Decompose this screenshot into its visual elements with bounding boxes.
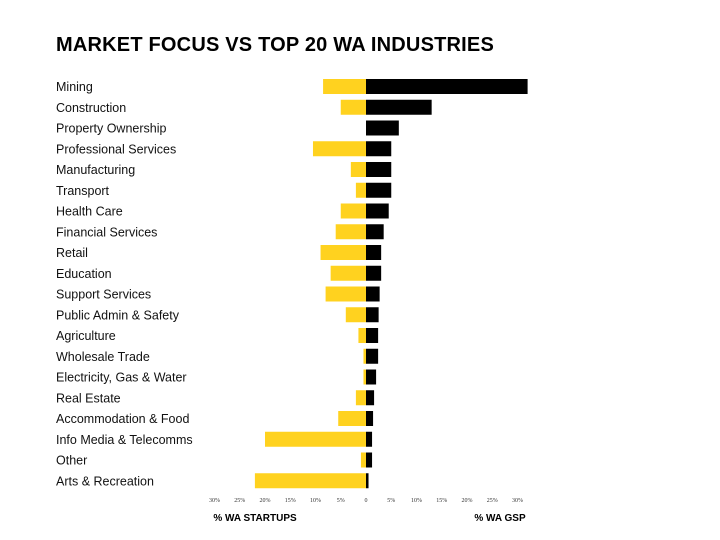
gsp-bar-construction xyxy=(366,99,432,115)
x-tick-label: 5% xyxy=(337,498,345,504)
category-label-arts-and-recreation: Arts & Recreation xyxy=(56,474,154,488)
gsp-bar-transport xyxy=(366,182,392,198)
startup-bar-public-admin-and-safety xyxy=(345,307,366,323)
gsp-bar-professional-services xyxy=(366,141,392,157)
category-label-info-media-and-telecomms: Info Media & Telecomms xyxy=(56,433,193,447)
x-tick-label: 15% xyxy=(285,498,296,504)
gsp-bar-accommodation-and-food xyxy=(366,411,374,426)
startup-bar-info-media-and-telecomms xyxy=(265,431,366,447)
gsp-bar-retail xyxy=(366,245,382,260)
gsp-bar-agriculture xyxy=(366,328,379,343)
category-label-mining: Mining xyxy=(56,80,93,94)
startup-bar-manufacturing xyxy=(350,162,366,177)
category-label-transport: Transport xyxy=(56,184,110,198)
x-axis-ticks: 30% 25% 20% 15% 10% 5% 0 5% 10% 15% 20% 25% 30% xyxy=(209,498,523,504)
gsp-bar-arts-and-recreation xyxy=(366,473,369,489)
gsp-bar-other xyxy=(366,452,373,468)
gsp-bar-financial-services xyxy=(366,224,384,240)
gsp-bars xyxy=(366,79,528,489)
startup-bar-wholesale-trade xyxy=(363,348,366,364)
startup-bar-construction xyxy=(340,99,366,115)
gsp-bar-electricity-gas-and-water xyxy=(366,369,377,385)
startup-bar-other xyxy=(360,452,366,468)
x-tick-label: 10% xyxy=(310,498,321,504)
gsp-bar-real-estate xyxy=(366,390,375,406)
category-label-accommodation-and-food: Accommodation & Food xyxy=(56,412,189,426)
category-label-wholesale-trade: Wholesale Trade xyxy=(56,350,150,364)
startup-bar-support-services xyxy=(325,286,366,302)
x-tick-label: 5% xyxy=(387,498,395,504)
x-axis-title-startups: % WA STARTUPS xyxy=(213,513,297,524)
category-label-professional-services: Professional Services xyxy=(56,142,176,156)
x-tick-label: 25% xyxy=(234,498,245,504)
startup-bar-agriculture xyxy=(358,328,366,343)
gsp-bar-wholesale-trade xyxy=(366,348,379,364)
gsp-bar-manufacturing xyxy=(366,162,392,177)
category-label-financial-services: Financial Services xyxy=(56,225,157,239)
category-label-property-ownership: Property Ownership xyxy=(56,122,167,136)
category-label-real-estate: Real Estate xyxy=(56,391,121,405)
startup-bar-accommodation-and-food xyxy=(338,411,366,426)
x-tick-label: 20% xyxy=(260,498,271,504)
startup-bar-mining xyxy=(323,79,366,94)
category-label-agriculture: Agriculture xyxy=(56,329,116,343)
x-tick-label: 25% xyxy=(487,498,498,504)
category-label-public-admin-and-safety: Public Admin & Safety xyxy=(56,308,180,322)
startup-bar-retail xyxy=(320,245,366,260)
startup-bar-financial-services xyxy=(335,224,366,240)
gsp-bar-info-media-and-telecomms xyxy=(366,431,373,447)
x-tick-label: 10% xyxy=(411,498,422,504)
gsp-bar-public-admin-and-safety xyxy=(366,307,379,323)
x-axis-title-gsp: % WA GSP xyxy=(474,513,526,524)
startup-bar-education xyxy=(330,265,366,281)
x-tick-label: 30% xyxy=(512,498,523,504)
startup-bar-health-care xyxy=(340,203,366,219)
x-tick-label: 30% xyxy=(209,498,220,504)
startup-bars xyxy=(254,79,366,489)
x-tick-label: 0 xyxy=(365,498,368,504)
startup-bar-professional-services xyxy=(312,141,366,157)
category-label-education: Education xyxy=(56,267,112,281)
gsp-bar-education xyxy=(366,265,382,281)
category-label-health-care: Health Care xyxy=(56,205,123,219)
category-labels: Mining Construction Property Ownership Prof… xyxy=(56,80,193,488)
category-label-construction: Construction xyxy=(56,101,126,115)
startup-bar-arts-and-recreation xyxy=(254,473,366,489)
x-tick-label: 20% xyxy=(462,498,473,504)
category-label-support-services: Support Services xyxy=(56,288,151,302)
category-label-other: Other xyxy=(56,454,87,468)
gsp-bar-property-ownership xyxy=(366,120,399,136)
category-label-retail: Retail xyxy=(56,246,88,260)
category-label-manufacturing: Manufacturing xyxy=(56,163,135,177)
x-tick-label: 15% xyxy=(436,498,447,504)
chart-title: MARKET FOCUS VS TOP 20 WA INDUSTRIES xyxy=(56,34,495,56)
startup-bar-transport xyxy=(355,182,366,198)
startup-bar-real-estate xyxy=(355,390,366,406)
category-label-electricity-gas-and-water: Electricity, Gas & Water xyxy=(56,371,187,385)
gsp-bar-mining xyxy=(366,79,528,94)
startup-bar-electricity-gas-and-water xyxy=(363,369,366,385)
gsp-bar-support-services xyxy=(366,286,380,302)
gsp-bar-health-care xyxy=(366,203,389,219)
